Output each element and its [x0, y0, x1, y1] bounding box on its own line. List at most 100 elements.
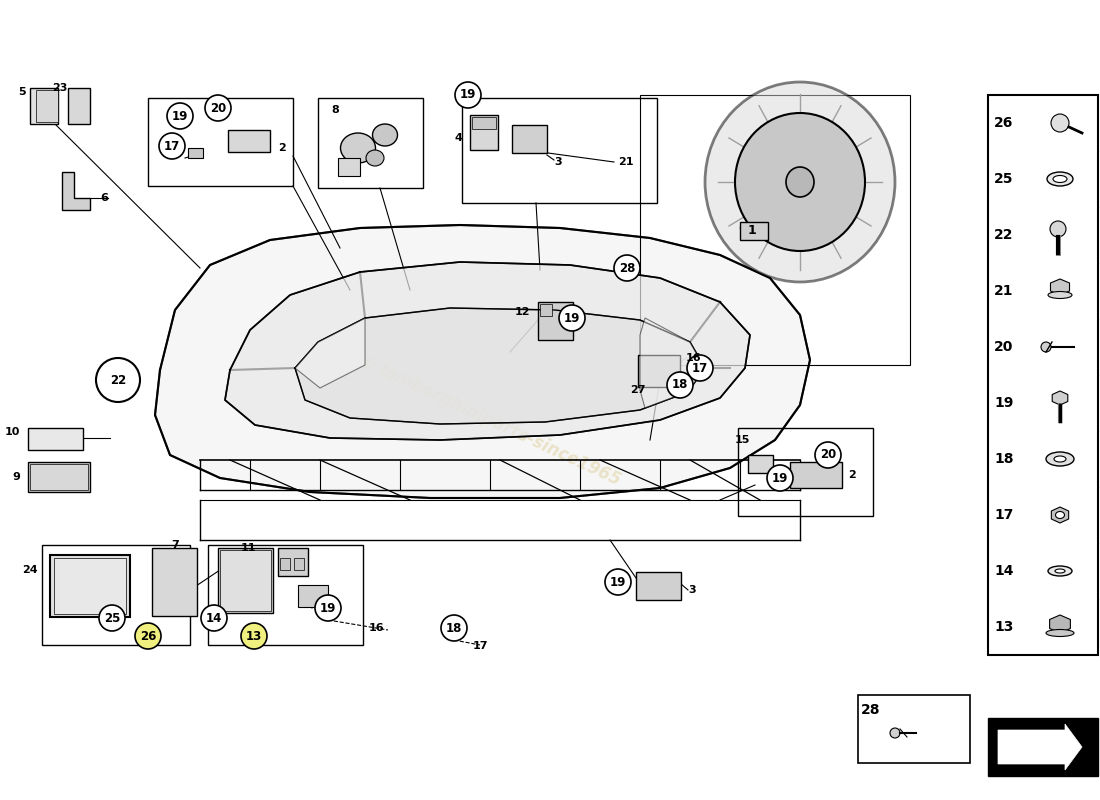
- Text: 4: 4: [454, 133, 462, 143]
- Ellipse shape: [366, 150, 384, 166]
- Bar: [278, 548, 308, 576]
- Bar: [28, 428, 82, 450]
- Circle shape: [160, 133, 185, 159]
- Text: 907 01: 907 01: [1014, 745, 1072, 759]
- Text: 14: 14: [994, 564, 1014, 578]
- Bar: [208, 545, 363, 645]
- Circle shape: [205, 95, 231, 121]
- Circle shape: [441, 615, 468, 641]
- Text: © lamborghiniparts-since1965: © lamborghiniparts-since1965: [356, 351, 624, 489]
- Circle shape: [1050, 221, 1066, 237]
- Bar: [748, 455, 773, 473]
- Bar: [228, 130, 270, 152]
- Text: 28: 28: [861, 703, 881, 717]
- Text: 19: 19: [994, 396, 1014, 410]
- Text: 6: 6: [100, 193, 108, 203]
- Circle shape: [315, 595, 341, 621]
- Circle shape: [455, 82, 481, 108]
- Text: 2: 2: [848, 470, 856, 480]
- Polygon shape: [62, 172, 90, 210]
- Bar: [152, 548, 197, 616]
- Circle shape: [167, 103, 192, 129]
- Bar: [640, 95, 910, 365]
- Bar: [988, 718, 1098, 776]
- Text: 17: 17: [472, 641, 487, 651]
- Text: 22: 22: [994, 228, 1014, 242]
- Circle shape: [1050, 114, 1069, 132]
- Text: 18: 18: [994, 452, 1014, 466]
- Bar: [738, 428, 873, 516]
- Circle shape: [96, 358, 140, 402]
- Bar: [538, 302, 573, 340]
- Text: 1: 1: [748, 225, 757, 238]
- Circle shape: [135, 623, 161, 649]
- Bar: [218, 548, 273, 613]
- Circle shape: [605, 569, 631, 595]
- Text: 20: 20: [994, 340, 1014, 354]
- Circle shape: [890, 728, 900, 738]
- Text: 16: 16: [686, 353, 702, 363]
- Bar: [512, 125, 547, 153]
- Text: 13: 13: [246, 630, 262, 642]
- Ellipse shape: [1053, 175, 1067, 182]
- Circle shape: [767, 465, 793, 491]
- Polygon shape: [226, 262, 750, 440]
- Bar: [54, 558, 126, 614]
- Text: 19: 19: [609, 575, 626, 589]
- Text: 20: 20: [210, 102, 227, 114]
- Bar: [220, 550, 271, 611]
- Ellipse shape: [786, 167, 814, 197]
- Text: 11: 11: [240, 543, 255, 553]
- Ellipse shape: [373, 124, 397, 146]
- Text: 19: 19: [320, 602, 337, 614]
- Text: 12: 12: [515, 307, 530, 317]
- Ellipse shape: [1047, 172, 1072, 186]
- Text: 22: 22: [110, 374, 126, 386]
- Ellipse shape: [1055, 569, 1065, 573]
- Text: 18: 18: [446, 622, 462, 634]
- Bar: [188, 148, 204, 158]
- Polygon shape: [155, 225, 810, 498]
- Text: 7: 7: [172, 540, 179, 550]
- Bar: [462, 98, 657, 203]
- Ellipse shape: [1046, 452, 1074, 466]
- Bar: [42, 545, 190, 645]
- Circle shape: [815, 442, 842, 468]
- Bar: [294, 558, 304, 570]
- Bar: [338, 158, 360, 176]
- Text: 3: 3: [554, 157, 562, 167]
- Circle shape: [559, 305, 585, 331]
- Bar: [280, 558, 290, 570]
- Text: 27: 27: [630, 385, 646, 395]
- Bar: [638, 355, 680, 387]
- Text: 19: 19: [460, 89, 476, 102]
- Polygon shape: [1049, 615, 1070, 633]
- Polygon shape: [295, 308, 705, 424]
- Bar: [540, 304, 552, 316]
- Circle shape: [99, 605, 125, 631]
- Polygon shape: [998, 724, 1082, 770]
- Ellipse shape: [1046, 630, 1074, 637]
- Ellipse shape: [1054, 456, 1066, 462]
- Bar: [50, 555, 130, 617]
- Text: 19: 19: [564, 311, 580, 325]
- Bar: [740, 222, 768, 240]
- Text: 28: 28: [619, 262, 635, 274]
- Text: 24: 24: [22, 565, 38, 575]
- Circle shape: [1041, 342, 1050, 352]
- Text: 21: 21: [618, 157, 634, 167]
- Circle shape: [688, 355, 713, 381]
- Text: 13: 13: [994, 620, 1014, 634]
- Text: 26: 26: [140, 630, 156, 642]
- Bar: [636, 572, 681, 600]
- Bar: [28, 462, 90, 492]
- Text: 26: 26: [994, 116, 1014, 130]
- Text: 8: 8: [331, 105, 339, 115]
- Text: 25: 25: [103, 611, 120, 625]
- Text: 21: 21: [994, 284, 1014, 298]
- Text: 17: 17: [164, 139, 180, 153]
- Polygon shape: [640, 318, 705, 408]
- Text: 2: 2: [278, 143, 286, 153]
- Bar: [30, 464, 88, 490]
- Text: 5: 5: [19, 87, 25, 97]
